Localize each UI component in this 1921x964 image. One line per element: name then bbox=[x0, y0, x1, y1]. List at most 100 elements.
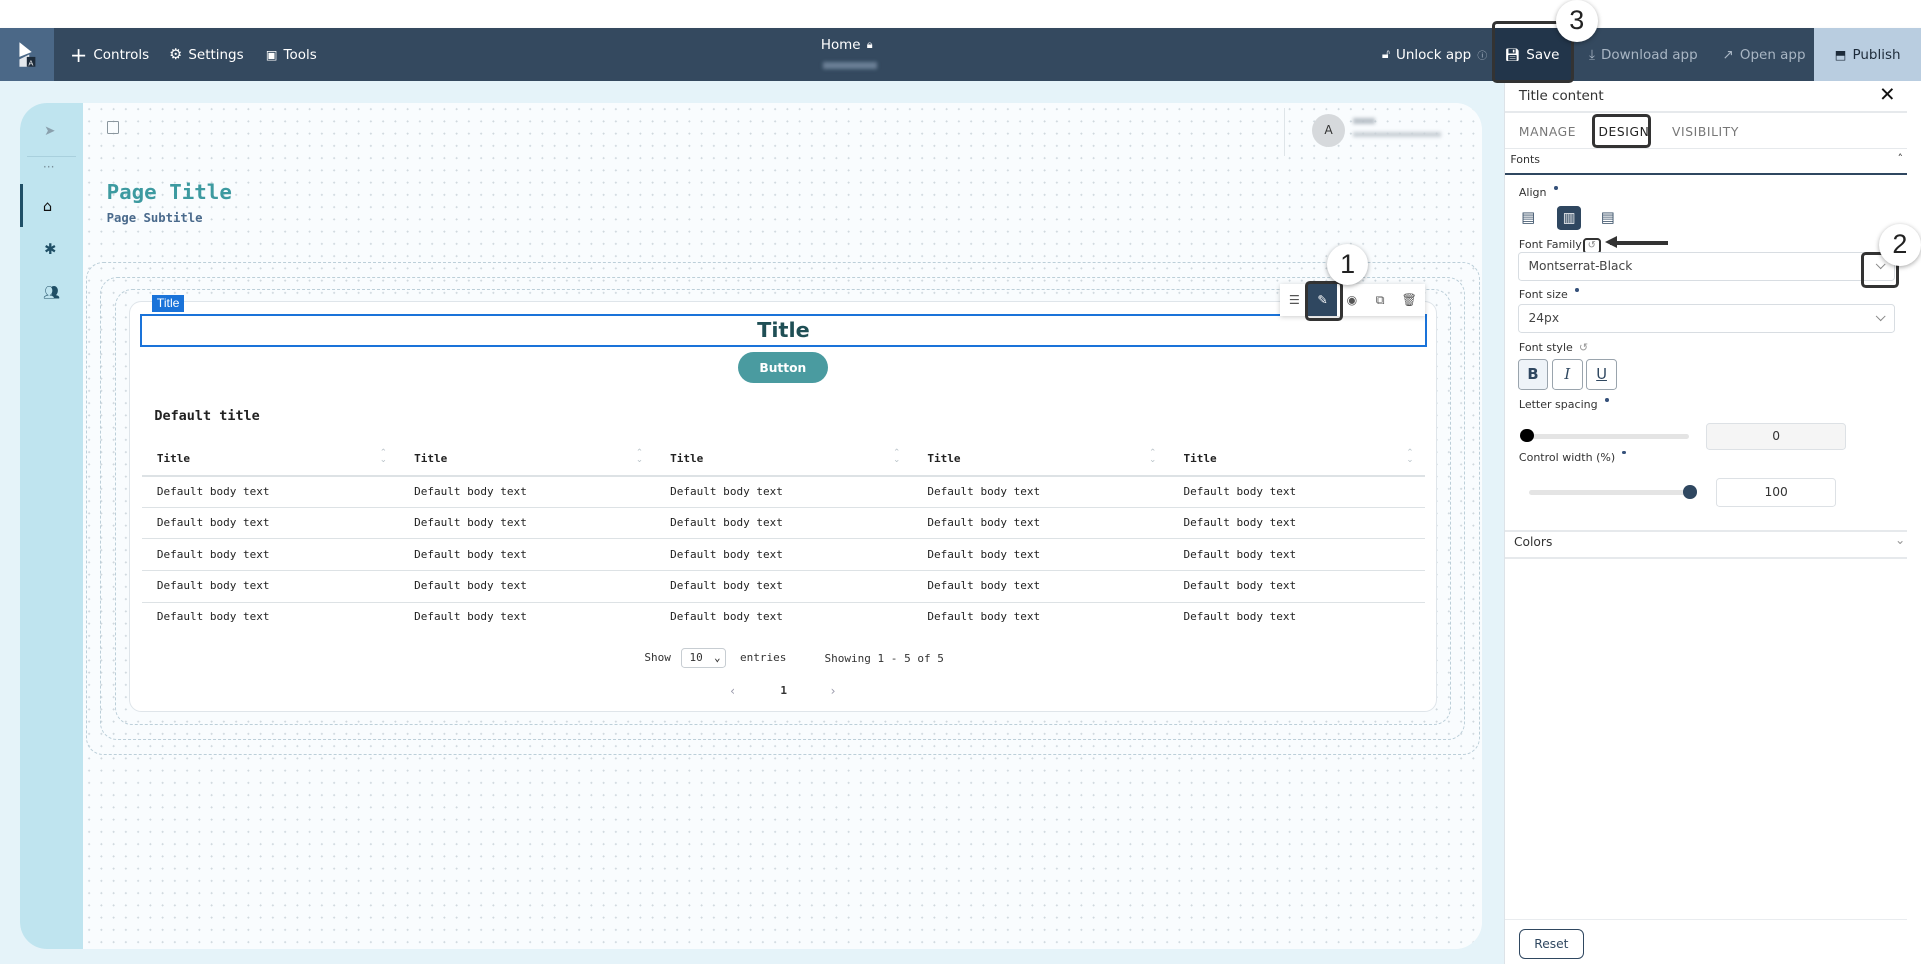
prev-page-icon[interactable]: ‹ bbox=[730, 683, 736, 698]
font-family-select[interactable]: Montserrat-Black bbox=[1517, 252, 1895, 281]
letter-spacing-label: Letter spacing bbox=[1519, 398, 1609, 411]
close-icon[interactable]: ✕ bbox=[1879, 83, 1896, 107]
letter-spacing-slider[interactable] bbox=[1526, 433, 1690, 439]
control-width-slider[interactable] bbox=[1528, 490, 1691, 495]
tools-button[interactable]: ▣ Tools bbox=[265, 46, 317, 63]
reset-button[interactable]: Reset bbox=[1518, 928, 1584, 960]
properties-panel: Title content ✕ MANAGE DESIGN VISIBILITY… bbox=[1504, 80, 1921, 964]
next-page-icon[interactable]: › bbox=[830, 683, 836, 698]
sort-icon[interactable]: ⌃ ⌄ bbox=[379, 447, 387, 465]
control-width-input[interactable]: 100 bbox=[1716, 477, 1837, 508]
more-icon[interactable]: ··· bbox=[42, 160, 55, 175]
underline-toggle[interactable]: U bbox=[1586, 358, 1617, 390]
align-left-icon[interactable]: ▤ bbox=[1521, 209, 1536, 227]
sort-icon[interactable]: ⌃ ⌄ bbox=[635, 447, 643, 465]
sidebar-toggle-icon[interactable] bbox=[106, 121, 119, 134]
sort-icon[interactable]: ⌃ ⌄ bbox=[893, 447, 901, 465]
letter-spacing-slider-handle[interactable] bbox=[1520, 428, 1534, 443]
bold-toggle[interactable]: B bbox=[1517, 358, 1549, 390]
open-app-button[interactable]: ↗ Open app bbox=[1722, 46, 1806, 63]
page-name[interactable]: Home 🔒︎ bbox=[820, 37, 873, 54]
control-width-slider-handle[interactable] bbox=[1683, 485, 1697, 499]
align-right-icon[interactable]: ▤ bbox=[1600, 209, 1615, 227]
annotation-arrow-head bbox=[1604, 236, 1617, 249]
external-link-icon: ↗ bbox=[1722, 46, 1734, 63]
chevron-down-icon[interactable]: ⌄ bbox=[1895, 532, 1906, 547]
divider bbox=[1505, 530, 1908, 532]
table-title: Default title bbox=[154, 407, 260, 424]
column-header[interactable]: Title bbox=[156, 452, 190, 466]
letter-spacing-input[interactable]: 0 bbox=[1706, 422, 1846, 450]
page-1[interactable]: 1 bbox=[780, 683, 788, 697]
container-middle bbox=[100, 276, 1466, 740]
divider bbox=[1283, 107, 1286, 156]
settings-button[interactable]: ⚙ Settings bbox=[169, 46, 244, 63]
font-style-label: Font style ↺ bbox=[1518, 340, 1589, 354]
users-icon[interactable]: 👥︎ bbox=[42, 285, 60, 302]
download-icon: ⤓ bbox=[1588, 46, 1595, 63]
lock-icon: 🔒︎ bbox=[866, 38, 873, 52]
column-header[interactable]: Title bbox=[670, 452, 704, 466]
toolbox-icon: ▣ bbox=[265, 47, 278, 62]
fonts-section-header[interactable]: Fonts bbox=[1510, 153, 1541, 167]
edit-pencil-icon[interactable]: ✎ bbox=[1308, 284, 1337, 317]
table-cell: Default body text bbox=[927, 610, 1041, 624]
delete-trash-icon[interactable]: 🗑︎ bbox=[1401, 293, 1418, 308]
duplicate-icon[interactable]: ⧉ bbox=[1375, 292, 1385, 307]
chevron-up-icon[interactable]: ˄ bbox=[1897, 151, 1903, 165]
sort-icon[interactable]: ⌃ ⌄ bbox=[1406, 447, 1414, 465]
align-label: Align bbox=[1519, 186, 1558, 199]
italic-toggle[interactable]: I bbox=[1551, 358, 1583, 390]
sort-icon[interactable]: ⌃ ⌄ bbox=[1149, 447, 1157, 465]
publish-icon: ⬒ bbox=[1834, 47, 1847, 62]
annotation-1: 1 bbox=[1326, 243, 1369, 286]
column-header[interactable]: Title bbox=[1183, 452, 1217, 466]
column-header[interactable]: Title bbox=[927, 452, 961, 466]
annotation-box-dropdown bbox=[1860, 252, 1899, 288]
svg-text:A: A bbox=[29, 59, 34, 68]
avatar[interactable]: A bbox=[1312, 113, 1346, 147]
showing-info: Showing 1 - 5 of 5 bbox=[824, 651, 944, 665]
tab-manage[interactable]: MANAGE bbox=[1518, 124, 1577, 139]
reset-icon[interactable]: ↺ bbox=[1578, 340, 1589, 354]
blurred-user-name bbox=[1352, 117, 1375, 124]
info-icon: ⓘ bbox=[1477, 50, 1488, 62]
unlock-app-button[interactable]: 🔓︎ Unlock app ⓘ bbox=[1381, 46, 1488, 63]
annotation-3: 3 bbox=[1555, 0, 1598, 42]
table-cell: Default body text bbox=[927, 485, 1041, 499]
table-cell: Default body text bbox=[670, 515, 783, 529]
publish-button[interactable]: ⬒ Publish bbox=[1814, 28, 1921, 81]
download-app-button[interactable]: ⤓ Download app bbox=[1588, 46, 1698, 63]
visibility-eye-icon[interactable]: ◉ bbox=[1346, 293, 1358, 308]
home-icon[interactable]: ⌂ bbox=[42, 198, 53, 216]
table-cell: Default body text bbox=[670, 485, 783, 499]
column-header[interactable]: Title bbox=[414, 452, 448, 466]
page-size-select[interactable]: 10 ⌄ bbox=[681, 648, 727, 668]
title-element[interactable]: Title bbox=[139, 313, 1428, 347]
divider bbox=[26, 155, 76, 157]
reset-font-family-icon[interactable]: ↺ bbox=[1582, 237, 1601, 254]
button-element[interactable]: Button bbox=[737, 351, 829, 384]
table-cell: Default body text bbox=[1183, 547, 1297, 561]
annotation-2: 2 bbox=[1879, 224, 1921, 266]
unlock-icon: 🔓︎ bbox=[1381, 47, 1390, 61]
properties-icon[interactable]: ☰ bbox=[1288, 293, 1300, 308]
table-cell: Default body text bbox=[1183, 515, 1297, 529]
colors-section-header[interactable]: Colors bbox=[1513, 535, 1553, 550]
app-sidebar: ➤ ··· ⌂ ✱ 👥︎ bbox=[19, 102, 84, 950]
table-cell: Default body text bbox=[927, 547, 1041, 561]
table-cell: Default body text bbox=[156, 515, 270, 529]
asterisk-icon[interactable]: ✱ bbox=[44, 241, 57, 259]
align-center-icon[interactable]: ▥ bbox=[1556, 205, 1582, 231]
table-cell: Default body text bbox=[156, 547, 270, 561]
app-logo[interactable]: A bbox=[0, 28, 54, 81]
save-button[interactable]: 💾︎ Save bbox=[1492, 28, 1572, 81]
app-logo-small: ➤ bbox=[44, 122, 56, 139]
blurred-user-email bbox=[1352, 132, 1441, 138]
tab-visibility[interactable]: VISIBILITY bbox=[1672, 124, 1739, 139]
table-cell: Default body text bbox=[414, 515, 527, 529]
font-size-select[interactable]: 24px bbox=[1517, 303, 1895, 334]
controls-button[interactable]: + Controls bbox=[69, 42, 150, 67]
tab-design[interactable]: DESIGN bbox=[1598, 124, 1650, 139]
font-family-label: Font Family bbox=[1518, 237, 1582, 251]
